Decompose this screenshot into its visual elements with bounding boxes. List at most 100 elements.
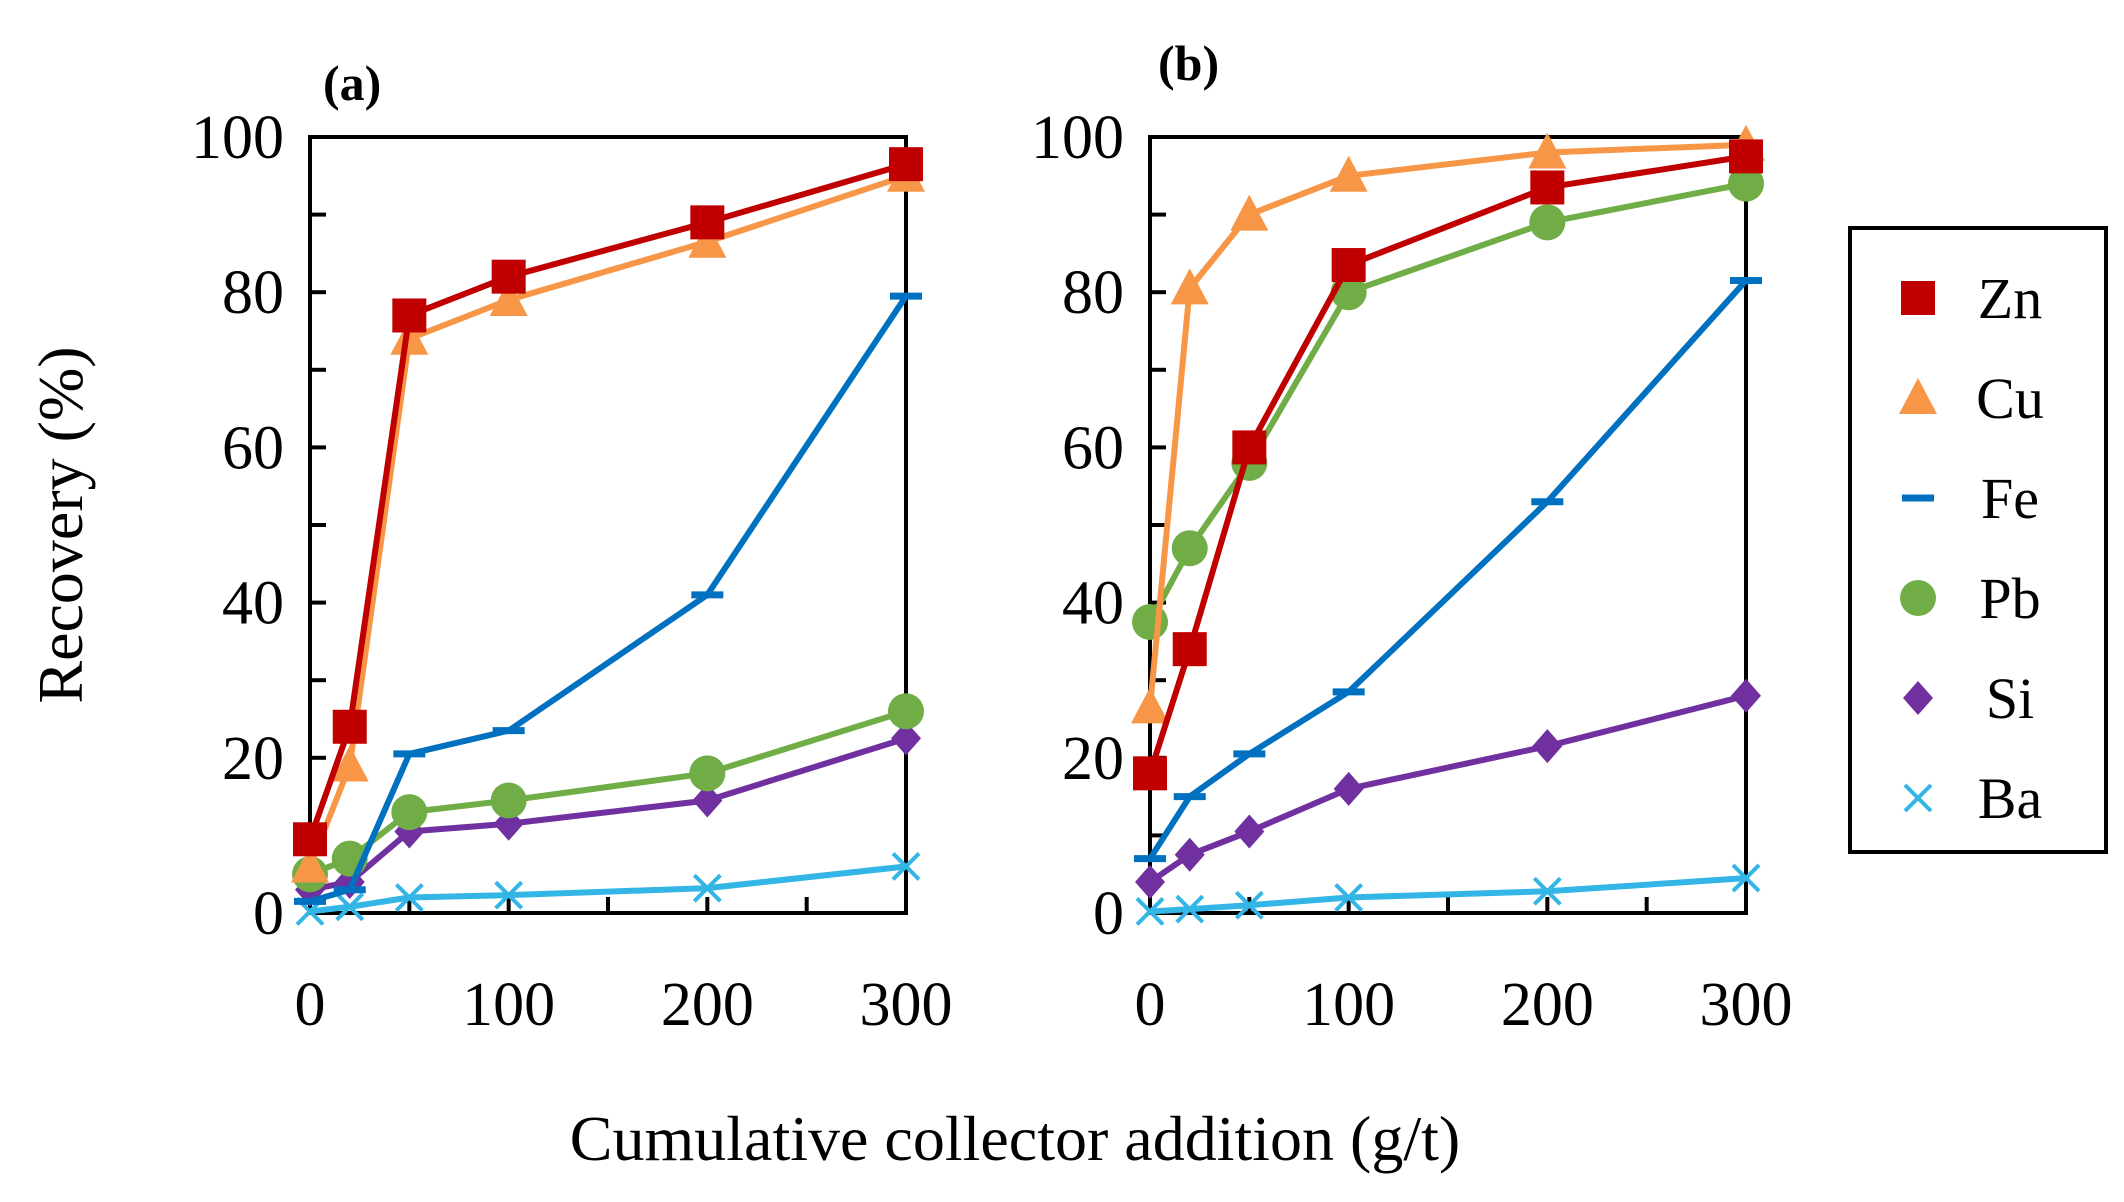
panel-b-series-si xyxy=(1135,678,1761,899)
series-cu-marker xyxy=(1329,155,1368,192)
panel-a-y-tick-label: 80 xyxy=(222,259,284,327)
series-si-marker xyxy=(1532,729,1563,764)
series-cu-marker xyxy=(489,279,528,316)
panel-a-series-cu xyxy=(291,155,925,883)
legend-cu-marker xyxy=(1899,378,1937,414)
series-pb-marker xyxy=(391,794,428,831)
series-ba-marker xyxy=(1234,890,1264,920)
series-cu-marker xyxy=(1528,132,1567,169)
panel-b-x-tick-label: 300 xyxy=(1700,971,1793,1039)
series-ba-marker xyxy=(1175,894,1205,924)
panel-a: 0 20 40 60 80 100 0 100 200 300 (a) xyxy=(191,55,953,1039)
series-pb-marker xyxy=(888,693,924,730)
series-ba-marker xyxy=(1731,863,1761,893)
series-cu-marker xyxy=(390,318,429,355)
series-si-marker xyxy=(1333,771,1364,806)
series-ba-marker xyxy=(394,883,424,912)
panel-b-y-tick-label: 80 xyxy=(1062,259,1124,327)
panel-a-label: (a) xyxy=(323,55,381,111)
panel-a-series-fe xyxy=(294,292,922,905)
series-pb-marker xyxy=(490,782,527,819)
series-pb-marker xyxy=(1132,604,1168,640)
panel-a-x-ticks: 0 100 200 300 xyxy=(295,897,953,1039)
legend-cu-label: Cu xyxy=(1976,366,2044,431)
panel-a-y-tick-label: 60 xyxy=(222,414,284,482)
legend: Zn Cu Fe Pb Si Ba xyxy=(1848,226,2108,854)
legend-pb-marker xyxy=(1900,580,1936,616)
series-zn-marker xyxy=(293,822,327,857)
series-zn-line xyxy=(1147,153,1747,775)
panel-b: 0 20 40 60 80 100 0 100 200 300 (b) xyxy=(1031,35,1793,1039)
panel-b-x-tick-label: 200 xyxy=(1501,971,1594,1039)
series-zn-line xyxy=(307,161,907,841)
legend-box xyxy=(1848,226,2108,854)
series-ba-marker xyxy=(1135,897,1165,926)
series-pb-marker xyxy=(1171,530,1208,567)
series-ba-marker xyxy=(1334,883,1364,912)
panel-a-series xyxy=(291,147,925,926)
series-si-line xyxy=(1148,692,1747,885)
legend-zn-label: Zn xyxy=(1978,266,2042,331)
panel-b-series-pb xyxy=(1132,165,1764,640)
series-pb-marker xyxy=(1728,165,1764,202)
series-si-marker xyxy=(692,783,723,818)
series-cu-marker xyxy=(330,745,369,782)
panel-a-series-pb xyxy=(292,693,924,893)
panel-a-plot-frame xyxy=(308,135,908,915)
series-zn-marker xyxy=(1232,430,1267,465)
panel-b-x-tick-label: 0 xyxy=(1135,971,1166,1039)
series-si-marker xyxy=(1174,837,1205,872)
panel-a-x-tick-label: 300 xyxy=(860,971,953,1039)
series-ba-line xyxy=(1149,875,1747,915)
panel-b-y-tick-label: 0 xyxy=(1093,880,1124,948)
series-zn-marker xyxy=(392,298,427,333)
series-cu-marker xyxy=(688,221,727,258)
panel-a-x-tick-label: 200 xyxy=(661,971,754,1039)
series-si-marker xyxy=(1234,814,1265,849)
series-pb-marker xyxy=(1529,204,1566,241)
series-zn-marker xyxy=(1133,756,1167,791)
legend-ba-marker xyxy=(1903,783,1933,813)
series-ba-marker xyxy=(1532,876,1562,906)
series-zn-marker xyxy=(1172,632,1207,667)
series-zn-marker xyxy=(889,147,923,182)
y-axis-title: Recovery (%) xyxy=(25,346,96,703)
series-si-marker xyxy=(1731,678,1761,713)
series-ba-marker xyxy=(335,892,365,922)
panel-a-y-tick-label: 0 xyxy=(253,880,284,948)
x-axis-title: Cumulative collector addition (g/t) xyxy=(570,1103,1460,1174)
panel-b-series-fe xyxy=(1134,277,1762,863)
panel-a-series-ba xyxy=(295,852,921,926)
series-ba-marker xyxy=(891,852,921,881)
series-pb-marker xyxy=(689,755,726,792)
series-zn-marker xyxy=(1331,248,1366,283)
series-zn-marker xyxy=(491,259,526,294)
series-cu-marker xyxy=(1230,194,1269,231)
panel-a-y-ticks: 0 20 40 60 80 100 xyxy=(191,104,326,948)
series-cu-marker xyxy=(291,846,329,883)
series-ba-marker xyxy=(494,880,524,910)
panel-b-series-cu xyxy=(1131,124,1765,724)
series-pb-line xyxy=(1147,180,1747,624)
panel-b-label: (b) xyxy=(1158,35,1219,91)
series-zn-marker xyxy=(1530,170,1565,205)
series-cu-line xyxy=(307,172,907,868)
series-pb-line xyxy=(308,708,907,877)
series-ba-line xyxy=(309,863,907,915)
legend-zn-marker xyxy=(1901,281,1935,315)
panel-a-y-tick-label: 40 xyxy=(222,570,284,638)
series-fe-line xyxy=(1147,278,1749,861)
panel-b-y-tick-label: 100 xyxy=(1031,104,1124,172)
panel-b-x-ticks: 0 100 200 300 xyxy=(1135,897,1793,1039)
panel-b-series xyxy=(1131,124,1765,926)
panel-b-y-tick-label: 40 xyxy=(1062,570,1124,638)
panel-a-series-si xyxy=(295,721,921,907)
series-ba-marker xyxy=(692,873,722,903)
panel-b-y-tick-label: 60 xyxy=(1062,414,1124,482)
panel-b-y-ticks: 0 20 40 60 80 100 xyxy=(1031,104,1166,948)
panel-a-y-tick-label: 100 xyxy=(191,104,284,172)
legend-si-label: Si xyxy=(1986,666,2034,731)
series-zn-marker xyxy=(1729,139,1763,174)
series-si-marker xyxy=(1135,864,1165,899)
